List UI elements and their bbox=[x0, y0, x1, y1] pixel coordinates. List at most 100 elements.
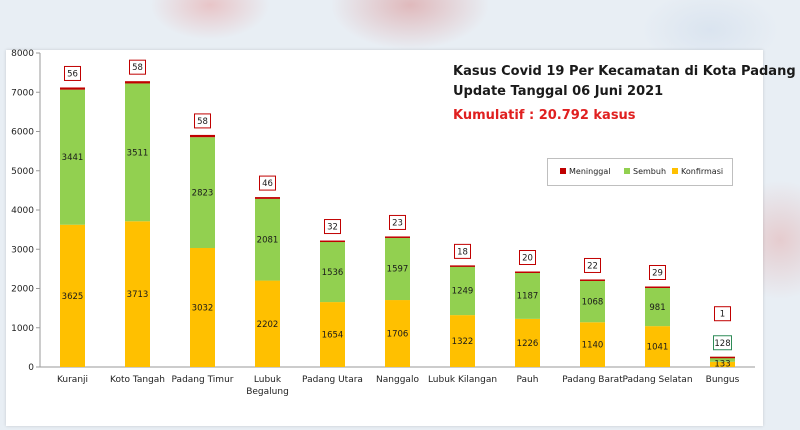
bar-konfirmasi bbox=[190, 247, 215, 367]
y-tick-label: 0 bbox=[28, 363, 34, 373]
data-label-sembuh: 3441 bbox=[62, 153, 84, 163]
data-label-box-meninggal bbox=[129, 59, 146, 75]
data-label-box-meninggal bbox=[714, 306, 731, 322]
bar-sembuh bbox=[60, 89, 85, 225]
data-label-box-meninggal bbox=[389, 214, 406, 230]
bar-sembuh bbox=[580, 280, 605, 323]
x-category-label: Padang Barat bbox=[562, 375, 623, 385]
bar-konfirmasi bbox=[320, 302, 345, 367]
bar-konfirmasi bbox=[645, 326, 670, 367]
bar-meninggal bbox=[710, 356, 735, 359]
x-category-label: Pauh bbox=[517, 375, 539, 385]
data-label-meninggal: 58 bbox=[132, 63, 143, 73]
data-label-sembuh: 1187 bbox=[517, 292, 539, 302]
data-label-sembuh: 1597 bbox=[387, 265, 409, 275]
x-category-label: Lubuk Kilangan bbox=[428, 375, 497, 385]
bar-konfirmasi bbox=[515, 318, 540, 367]
data-label-meninggal: 23 bbox=[392, 218, 403, 228]
bar-meninggal bbox=[450, 265, 475, 267]
data-label-sembuh: 1068 bbox=[582, 297, 604, 307]
cumulative-total: Kumulatif : 20.792 kasus bbox=[453, 108, 636, 123]
data-label-konfirmasi: 1654 bbox=[322, 331, 344, 341]
bar-sembuh bbox=[125, 83, 150, 222]
y-tick-label: 4000 bbox=[11, 206, 34, 216]
bar-konfirmasi bbox=[710, 361, 735, 367]
data-label-meninggal: 1 bbox=[720, 310, 725, 320]
legend-label: Meninggal bbox=[569, 167, 611, 176]
data-label-box-meninggal bbox=[584, 257, 601, 273]
bar-sembuh bbox=[385, 237, 410, 301]
bar-meninggal bbox=[580, 279, 605, 281]
x-category-label: Padang Selatan bbox=[622, 375, 692, 385]
data-label-sembuh: 1536 bbox=[322, 268, 344, 278]
data-label-box-meninggal bbox=[259, 175, 276, 191]
data-label-meninggal: 56 bbox=[67, 69, 78, 79]
legend-item-sembuh: Sembuh bbox=[624, 167, 666, 176]
x-category-label: Koto Tangah bbox=[110, 375, 165, 385]
data-label-meninggal: 18 bbox=[457, 247, 468, 257]
data-label-box-sembuh bbox=[713, 335, 732, 351]
chart-title: Kasus Covid 19 Per Kecamatan di Kota Pad… bbox=[453, 64, 796, 79]
data-label-konfirmasi: 3713 bbox=[127, 290, 149, 300]
bar-konfirmasi bbox=[385, 300, 410, 367]
y-tick-label: 3000 bbox=[11, 245, 34, 255]
legend-swatch-konfirmasi bbox=[672, 168, 678, 174]
bar-sembuh bbox=[190, 137, 215, 248]
y-tick-label: 2000 bbox=[11, 285, 34, 295]
data-label-sembuh: 128 bbox=[714, 339, 730, 349]
legend-item-konfirmasi: Konfirmasi bbox=[672, 167, 723, 176]
bar-konfirmasi bbox=[450, 315, 475, 367]
legend-swatch-meninggal bbox=[560, 168, 566, 174]
x-category-label: Padang Utara bbox=[302, 375, 363, 385]
bar-konfirmasi bbox=[580, 322, 605, 367]
data-label-konfirmasi: 1140 bbox=[582, 341, 604, 351]
legend-label: Sembuh bbox=[633, 167, 667, 176]
bar-sembuh bbox=[710, 356, 735, 362]
x-category-label: Padang Timur bbox=[172, 375, 234, 385]
bar-sembuh bbox=[320, 241, 345, 303]
data-label-sembuh: 2081 bbox=[257, 236, 279, 246]
data-label-meninggal: 46 bbox=[262, 179, 273, 189]
data-label-box-meninggal bbox=[64, 65, 81, 81]
data-label-meninggal: 20 bbox=[522, 254, 533, 264]
bar-konfirmasi bbox=[255, 280, 280, 367]
data-label-konfirmasi: 133 bbox=[714, 360, 730, 370]
data-label-meninggal: 32 bbox=[327, 223, 338, 233]
bar-meninggal bbox=[190, 134, 215, 138]
x-category-label: Lubuk bbox=[254, 375, 282, 385]
y-tick-label: 5000 bbox=[11, 167, 34, 177]
chart-subtitle: Update Tanggal 06 Juni 2021 bbox=[453, 84, 664, 99]
bar-sembuh bbox=[515, 272, 540, 319]
x-category-label: Nanggalo bbox=[376, 375, 419, 385]
x-category-label: Begalung bbox=[246, 387, 289, 397]
bar-meninggal bbox=[320, 240, 345, 243]
data-label-konfirmasi: 1322 bbox=[452, 337, 474, 347]
legend-label: Konfirmasi bbox=[681, 167, 724, 176]
data-label-sembuh: 1249 bbox=[452, 287, 474, 297]
data-label-konfirmasi: 1041 bbox=[647, 343, 669, 353]
data-label-konfirmasi: 1706 bbox=[387, 330, 409, 340]
bar-sembuh bbox=[255, 198, 280, 281]
data-label-box-meninggal bbox=[519, 250, 536, 266]
y-tick-label: 7000 bbox=[11, 88, 34, 98]
y-tick-label: 1000 bbox=[11, 324, 34, 334]
bar-meninggal bbox=[515, 271, 540, 274]
bar-meninggal bbox=[255, 197, 280, 199]
data-label-box-meninggal bbox=[649, 264, 666, 280]
x-category-label: Bungus bbox=[706, 375, 740, 385]
y-tick-label: 6000 bbox=[11, 128, 34, 138]
data-label-meninggal: 29 bbox=[652, 268, 663, 278]
bar-konfirmasi bbox=[60, 224, 85, 367]
data-label-box-meninggal bbox=[324, 219, 341, 235]
data-label-konfirmasi: 3625 bbox=[62, 292, 84, 302]
bar-meninggal bbox=[645, 286, 670, 288]
bar-konfirmasi bbox=[125, 221, 150, 367]
bar-meninggal bbox=[125, 81, 150, 84]
data-label-konfirmasi: 3032 bbox=[192, 303, 214, 313]
data-label-sembuh: 2823 bbox=[192, 189, 214, 199]
data-label-box-meninggal bbox=[454, 243, 471, 259]
data-label-sembuh: 981 bbox=[649, 303, 665, 313]
data-label-meninggal: 22 bbox=[587, 261, 598, 271]
data-label-sembuh: 3511 bbox=[127, 148, 149, 158]
